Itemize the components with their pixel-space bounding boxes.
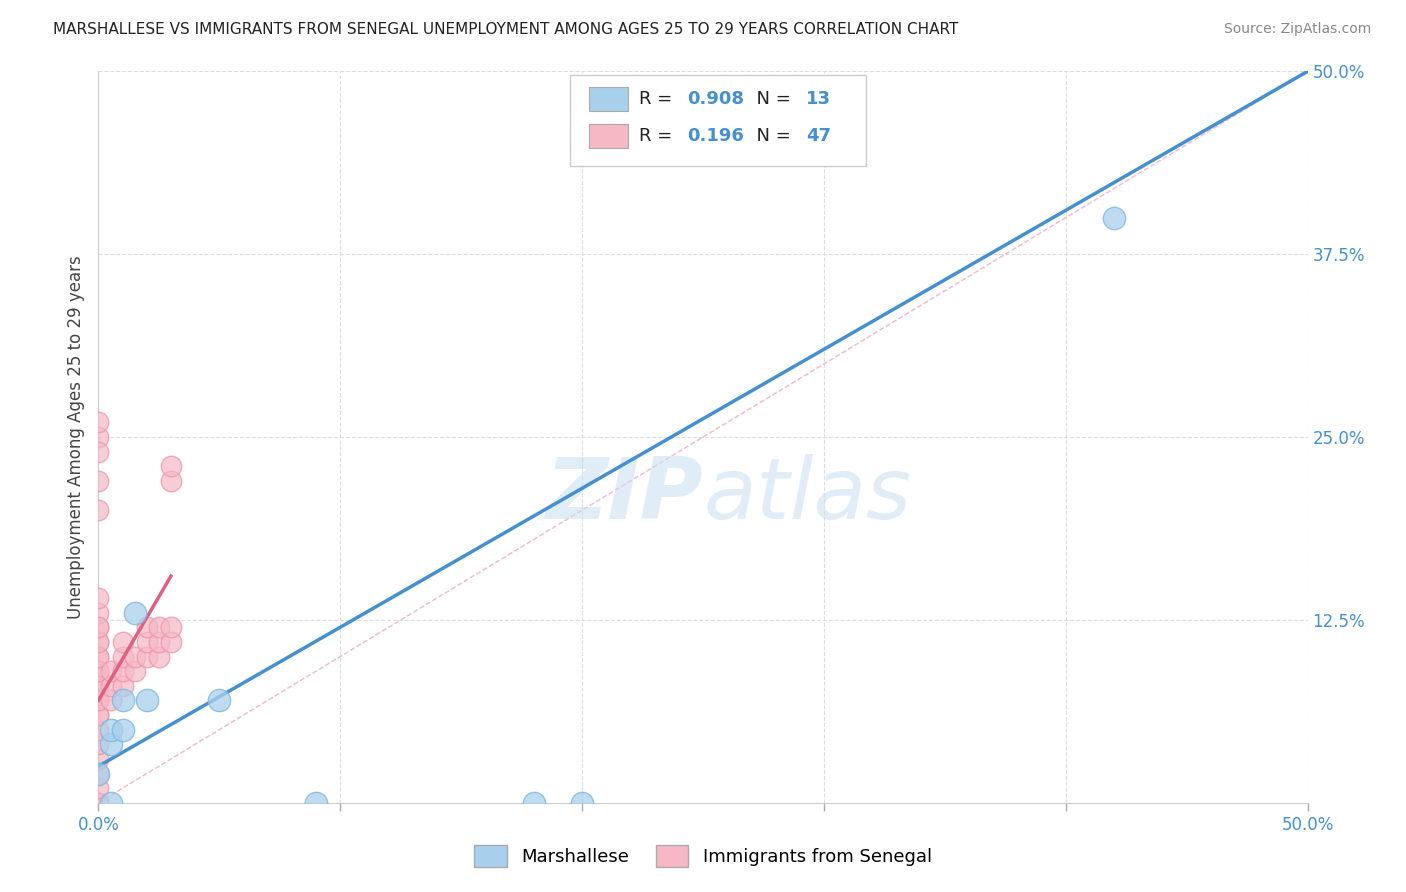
Point <box>87 649 110 664</box>
Point <box>208 693 231 707</box>
Y-axis label: Unemployment Among Ages 25 to 29 years: Unemployment Among Ages 25 to 29 years <box>66 255 84 619</box>
Point <box>87 737 110 751</box>
Text: R =: R = <box>638 127 683 145</box>
Point <box>87 620 110 634</box>
Point <box>100 723 122 737</box>
Point <box>305 796 328 810</box>
Point <box>160 474 183 488</box>
FancyBboxPatch shape <box>589 87 628 112</box>
Point <box>100 796 122 810</box>
Point <box>87 664 110 678</box>
Point <box>111 664 134 678</box>
Point <box>87 664 110 678</box>
Point <box>87 430 110 444</box>
Point <box>523 796 546 810</box>
Point <box>135 693 157 707</box>
Point <box>87 591 110 605</box>
Point <box>87 693 110 707</box>
Text: R =: R = <box>638 90 678 108</box>
FancyBboxPatch shape <box>589 123 628 148</box>
Point <box>87 708 110 723</box>
Text: ZIP: ZIP <box>546 454 703 537</box>
Point <box>87 635 110 649</box>
Point <box>87 723 110 737</box>
Point <box>87 474 110 488</box>
Point <box>87 606 110 620</box>
Text: 0.196: 0.196 <box>688 127 744 145</box>
Point <box>87 766 110 780</box>
Point <box>111 679 134 693</box>
Point <box>111 649 134 664</box>
Point <box>87 752 110 766</box>
Point <box>160 635 183 649</box>
Point <box>87 693 110 707</box>
Text: Source: ZipAtlas.com: Source: ZipAtlas.com <box>1223 22 1371 37</box>
Point <box>160 620 183 634</box>
Text: MARSHALLESE VS IMMIGRANTS FROM SENEGAL UNEMPLOYMENT AMONG AGES 25 TO 29 YEARS CO: MARSHALLESE VS IMMIGRANTS FROM SENEGAL U… <box>53 22 959 37</box>
Point <box>100 737 122 751</box>
Text: atlas: atlas <box>703 454 911 537</box>
Point <box>87 708 110 723</box>
Point <box>571 796 593 810</box>
Text: 13: 13 <box>806 90 831 108</box>
Point <box>135 620 157 634</box>
Point <box>87 796 110 810</box>
Point <box>160 459 183 474</box>
Point <box>100 679 122 693</box>
Point <box>1102 211 1125 225</box>
Point <box>100 664 122 678</box>
Point <box>111 635 134 649</box>
Point <box>87 649 110 664</box>
Point <box>148 620 170 634</box>
Point <box>87 444 110 458</box>
Point <box>111 723 134 737</box>
Point <box>87 503 110 517</box>
FancyBboxPatch shape <box>569 75 866 167</box>
Point <box>135 635 157 649</box>
Point <box>148 649 170 664</box>
Point <box>124 606 146 620</box>
Point <box>124 649 146 664</box>
Point <box>87 620 110 634</box>
Point <box>87 796 110 810</box>
Text: N =: N = <box>745 90 797 108</box>
Point <box>87 781 110 796</box>
Point <box>87 679 110 693</box>
Point <box>87 416 110 430</box>
Text: N =: N = <box>745 127 797 145</box>
Text: 0.908: 0.908 <box>688 90 744 108</box>
Point <box>148 635 170 649</box>
Point <box>135 649 157 664</box>
Point <box>87 766 110 780</box>
Point <box>87 679 110 693</box>
Text: 47: 47 <box>806 127 831 145</box>
Point <box>87 635 110 649</box>
Point <box>124 664 146 678</box>
Point <box>111 693 134 707</box>
Point <box>100 693 122 707</box>
Legend: Marshallese, Immigrants from Senegal: Marshallese, Immigrants from Senegal <box>467 838 939 874</box>
